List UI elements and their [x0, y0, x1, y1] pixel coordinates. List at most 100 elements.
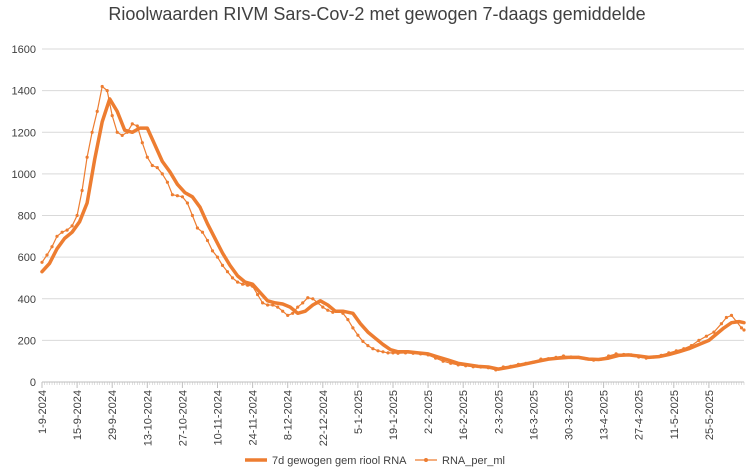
- x-tick-label: 27-4-2025: [634, 390, 646, 440]
- x-tick-label: 15-9-2024: [72, 390, 84, 440]
- data-point: [361, 339, 365, 343]
- data-point: [569, 355, 573, 359]
- legend-marker: [424, 458, 428, 462]
- data-point: [729, 313, 734, 317]
- data-point: [95, 109, 99, 113]
- y-tick-labels: 0 200 400 600 800 1000 1200 1400 1600: [12, 44, 36, 389]
- data-point: [539, 357, 543, 361]
- data-point: [346, 318, 350, 322]
- data-point: [266, 303, 270, 307]
- data-point: [486, 366, 490, 370]
- gridlines: [42, 48, 744, 341]
- data-point: [576, 355, 581, 359]
- data-point: [554, 355, 558, 359]
- data-point: [125, 130, 129, 134]
- data-point: [236, 280, 240, 284]
- x-tick-label: 27-10-2024: [177, 390, 189, 446]
- data-point: [682, 347, 686, 351]
- y-tick-label: 1000: [12, 169, 36, 181]
- x-tick-label: 13-10-2024: [142, 390, 154, 446]
- data-point: [644, 356, 648, 360]
- data-point: [403, 351, 408, 355]
- x-tick-label: 13-4-2025: [599, 390, 611, 440]
- data-point: [60, 230, 64, 234]
- data-point: [140, 141, 144, 145]
- x-tick-label: 11-5-2025: [669, 390, 681, 439]
- data-point: [396, 351, 400, 355]
- data-point: [434, 356, 438, 360]
- data-point: [291, 311, 295, 315]
- data-point: [75, 213, 79, 218]
- x-tick-label: 16-2-2025: [458, 390, 470, 440]
- data-point: [331, 310, 335, 314]
- data-point: [509, 364, 513, 368]
- series-7d-avg-line: [40, 97, 746, 371]
- data-point: [251, 284, 255, 288]
- data-point: [100, 84, 104, 89]
- data-point: [411, 351, 415, 355]
- data-point: [742, 328, 746, 332]
- data-point: [210, 249, 215, 253]
- data-point: [90, 130, 94, 134]
- data-point: [165, 180, 169, 184]
- data-point: [105, 89, 109, 93]
- data-point: [85, 155, 89, 159]
- data-point: [516, 362, 521, 366]
- data-point: [637, 355, 641, 359]
- data-point: [441, 359, 445, 363]
- data-point: [629, 353, 633, 357]
- data-point: [155, 166, 159, 170]
- data-point: [230, 276, 235, 280]
- data-point: [185, 201, 189, 205]
- data-point: [115, 130, 119, 134]
- data-point: [180, 195, 184, 199]
- data-point: [426, 353, 430, 357]
- data-point: [195, 226, 199, 230]
- chart-title: Rioolwaarden RIVM Sars-Cov-2 met gewogen…: [108, 4, 646, 24]
- y-tick-label: 400: [18, 294, 36, 306]
- data-point: [546, 357, 551, 361]
- y-tick-label: 200: [18, 335, 36, 347]
- data-point: [712, 330, 716, 334]
- data-point: [110, 114, 114, 118]
- data-point: [321, 305, 325, 309]
- data-point: [170, 193, 174, 197]
- data-point: [584, 357, 588, 361]
- x-tick-labels: 1-9-2024 15-9-2024 29-9-2024 13-10-2024 27-1…: [37, 390, 716, 446]
- data-point: [719, 322, 724, 326]
- data-point: [592, 358, 596, 362]
- data-point: [419, 352, 423, 356]
- data-point: [614, 352, 618, 356]
- data-point: [130, 122, 134, 126]
- data-point: [200, 230, 205, 234]
- data-point: [724, 315, 729, 320]
- data-point: [531, 360, 536, 364]
- data-point: [55, 234, 59, 238]
- data-point: [241, 282, 245, 286]
- data-point: [45, 253, 49, 257]
- data-point: [256, 293, 260, 297]
- data-point: [449, 361, 453, 365]
- data-point: [456, 363, 460, 367]
- data-point: [160, 172, 164, 176]
- series: [40, 84, 746, 372]
- data-point: [50, 245, 54, 249]
- legend-label: RNA_per_ml: [442, 455, 505, 467]
- data-point: [306, 296, 310, 300]
- data-point: [311, 297, 315, 301]
- axes: [41, 381, 745, 388]
- data-point: [336, 309, 340, 313]
- data-point: [494, 368, 498, 372]
- y-tick-label: 1600: [12, 44, 36, 56]
- data-point: [40, 260, 44, 264]
- data-point: [215, 255, 220, 259]
- data-point: [70, 224, 74, 228]
- data-point: [276, 305, 280, 309]
- data-point: [356, 333, 360, 337]
- data-point: [704, 334, 709, 338]
- y-tick-label: 800: [18, 211, 36, 223]
- y-tick-label: 1400: [12, 86, 36, 98]
- data-point: [286, 313, 290, 317]
- x-tick-label: 8-12-2024: [283, 390, 295, 440]
- data-point: [246, 283, 250, 287]
